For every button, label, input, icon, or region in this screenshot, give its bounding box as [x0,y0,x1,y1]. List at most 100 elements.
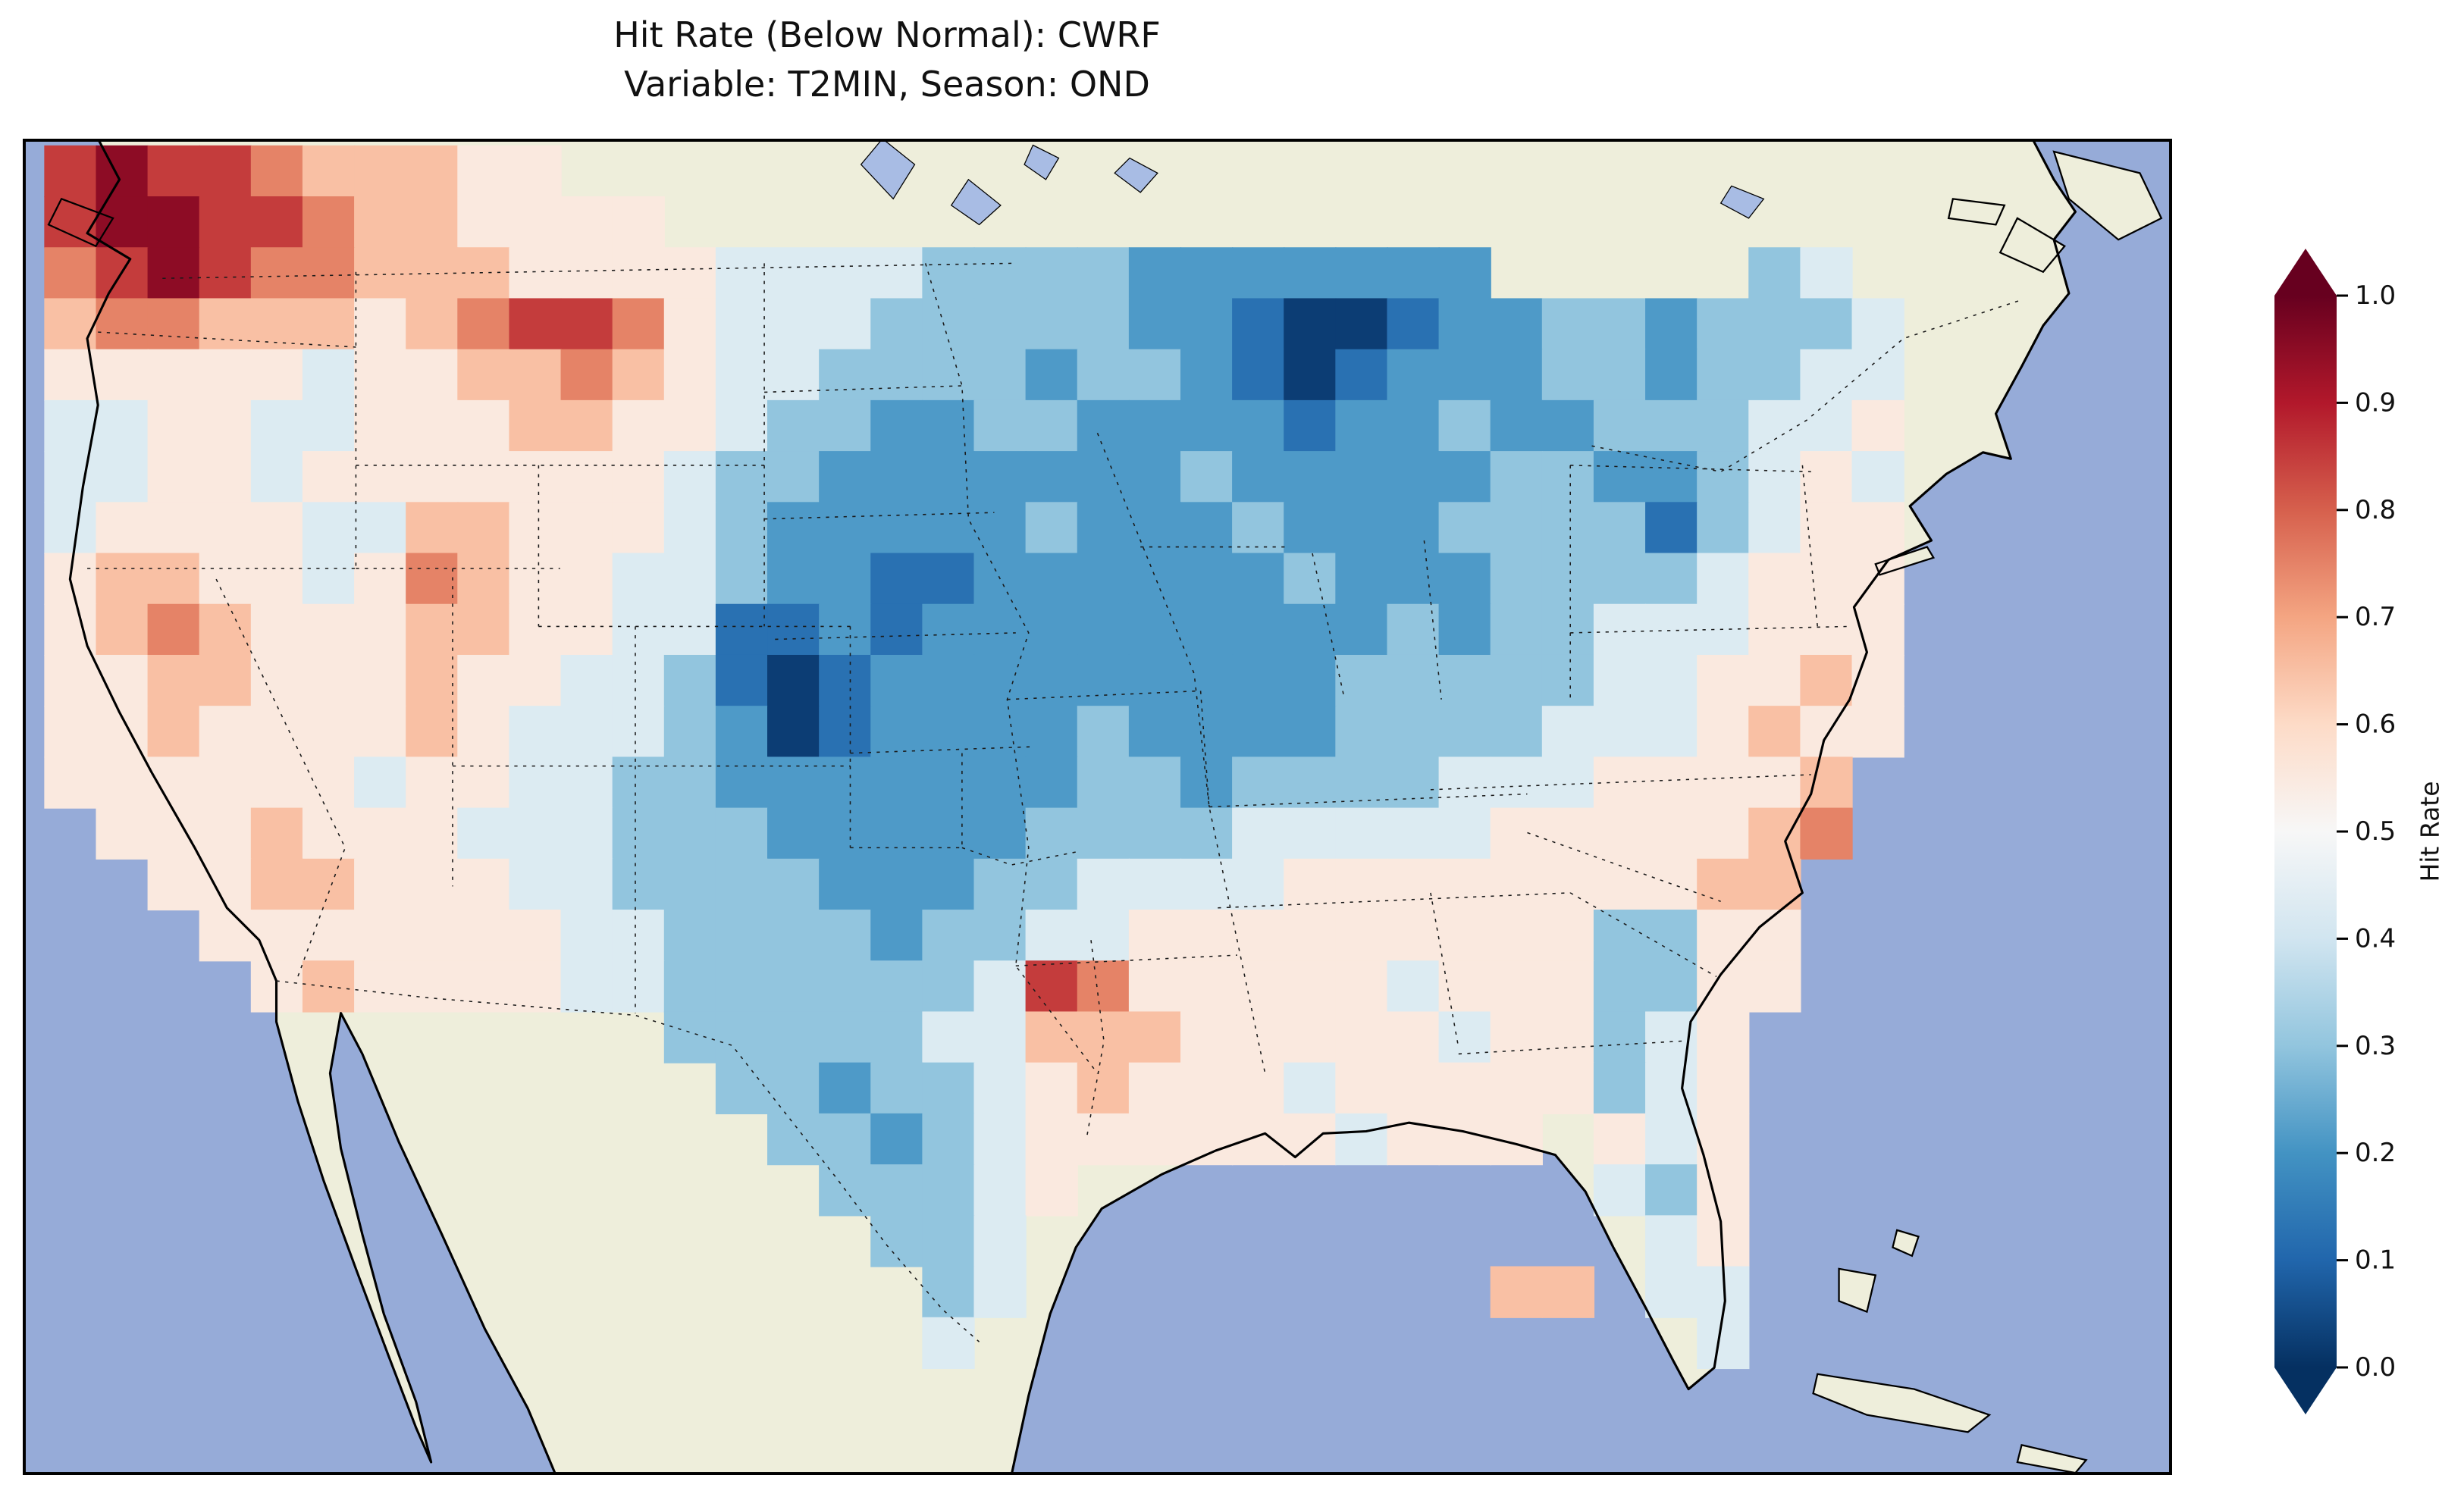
heatmap-cell [1180,399,1234,453]
heatmap-cell [1180,1011,1234,1063]
island [1813,1373,1990,1433]
heatmap-cell [973,349,1027,402]
heatmap-cell [250,247,304,299]
heatmap-cell [560,247,613,299]
heatmap-cell [1284,756,1337,809]
heatmap-cell [1593,706,1647,758]
heatmap-cell [509,706,562,758]
heatmap-cell [406,196,459,249]
heatmap-cell [1593,654,1647,707]
heatmap-cell [1645,502,1698,554]
heatmap-cell [1697,1164,1750,1217]
heatmap-cell [1284,247,1337,299]
heatmap-cell [96,399,149,453]
heatmap-cell [509,145,562,198]
heatmap-cell [302,451,356,503]
political-border [1218,892,1571,909]
heatmap-cell [560,807,613,860]
heatmap-cell [1232,451,1285,503]
heatmap-cell [663,502,717,554]
heatmap-cell [663,399,717,453]
heatmap-cell [1335,349,1388,402]
heatmap-cell [1335,451,1388,503]
heatmap-cell [560,858,613,911]
heatmap-cell [767,451,820,503]
heatmap-cell [1490,960,1543,1013]
heatmap-cell [560,756,613,809]
heatmap-cell [147,603,200,656]
heatmap-cell [44,706,97,758]
heatmap-cell [1335,553,1388,605]
heatmap-cell [457,196,510,249]
heatmap-cell [1180,960,1234,1013]
colorbar-tick-label: 0.9 [2355,387,2396,418]
heatmap-cell [1180,654,1234,707]
heatmap-cell [354,756,407,809]
heatmap-cell [1490,858,1543,911]
heatmap-cell [1335,1011,1388,1063]
heatmap-cell [767,858,820,911]
heatmap-cell [922,1062,975,1115]
heatmap-cell [1748,247,1801,299]
heatmap-cell [1697,706,1750,758]
heatmap-cell [1593,553,1647,605]
heatmap-cell [663,298,717,350]
heatmap-cell [767,1113,820,1166]
heatmap-cell [457,960,510,1013]
heatmap-cell [1438,1113,1491,1166]
heatmap-cell [715,349,769,402]
heatmap-cell [1232,910,1285,962]
heatmap-cell [1387,298,1440,350]
heatmap-cell [1335,1062,1388,1115]
heatmap-cell [1335,298,1388,350]
heatmap-cell [250,756,304,809]
island-coastline [1892,1229,1920,1258]
heatmap-cell [199,756,252,809]
heatmap-cell [1438,603,1491,656]
heatmap-cell [406,654,459,707]
heatmap-cell [1645,858,1698,911]
colorbar: 1.0 0.9 0.8 0.7 0.6 0.5 0.4 0.3 0.2 0.1 0.0 [2274,249,2464,1420]
heatmap-cell [96,349,149,402]
island [1948,199,2005,225]
political-border [1208,793,1528,808]
heatmap-cell [819,247,872,299]
heatmap-cell [1284,1062,1337,1115]
heatmap-cell [457,502,510,554]
political-border [162,262,1012,280]
political-border [764,512,995,520]
heatmap-cell [354,247,407,299]
heatmap-cell [147,451,200,503]
heatmap-cell [1077,553,1130,605]
heatmap-cell [199,196,252,249]
colorbar-tick-label: 1.0 [2355,280,2396,311]
political-border [1015,954,1237,967]
colorbar-tick-label: 0.5 [2355,816,2396,847]
heatmap-cell [1748,910,1801,962]
heatmap-cell [560,451,613,503]
heatmap-cell [1748,807,1801,860]
heatmap-cell [1593,1062,1647,1115]
heatmap-cell [1697,1113,1750,1166]
heatmap-cell [1851,706,1904,758]
heatmap-cell [509,196,562,249]
heatmap-cell [1232,298,1285,350]
heatmap-cell [1232,603,1285,656]
heatmap-cell [870,247,923,299]
heatmap-cell [819,807,872,860]
heatmap-cell [1180,553,1234,605]
heatmap-cell [1077,1062,1130,1115]
heatmap-cell [767,603,820,656]
colorbar-gradient [2274,296,2337,1367]
heatmap-cell [819,399,872,453]
political-border [1096,433,1266,1074]
heatmap-cell [199,553,252,605]
heatmap-cell [44,756,97,809]
heatmap-cell [509,247,562,299]
colorbar-extend-top [2274,249,2337,296]
heatmap-cell [1748,654,1801,707]
heatmap-cell [1180,910,1234,962]
heatmap-cell [509,298,562,350]
heatmap-cell [870,298,923,350]
heatmap-cell [1748,298,1801,350]
